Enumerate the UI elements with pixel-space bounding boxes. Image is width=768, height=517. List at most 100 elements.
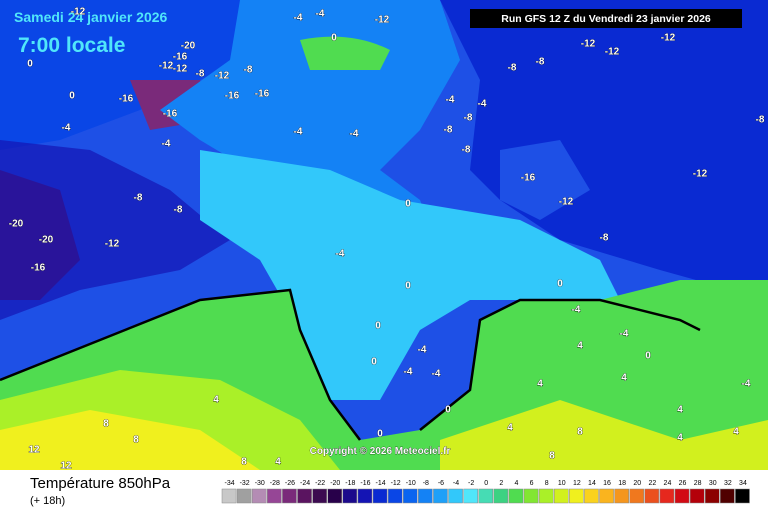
contour-label: -12 [559,197,574,208]
contour-label: -4 [62,123,71,134]
scale-swatch [282,488,297,504]
scale-label: 18 [618,480,626,487]
contour-label: 12 [60,461,72,472]
contour-label: 0 [331,33,337,44]
contour-label: 4 [621,373,627,384]
scale-label: -2 [468,480,474,487]
scale-swatch [463,488,478,504]
scale-label: -10 [406,480,416,487]
contour-label: -16 [521,173,536,184]
contour-label: -4 [620,329,629,340]
field [200,150,620,400]
scale-swatch [493,488,509,504]
contour-label: -4 [404,367,413,378]
scale-swatch [614,488,629,504]
scale-swatch [704,488,720,504]
scale-swatch [689,488,705,504]
contour-label: -12 [71,7,86,18]
scale-label: 34 [739,480,747,487]
contour-label: -4 [162,139,171,150]
contour-label: 4 [213,395,219,406]
contour-label: 0 [445,405,451,416]
scale-swatch [372,488,388,504]
contour-label: 4 [507,423,513,434]
contour-label: 4 [537,379,543,390]
scale-swatch [735,488,750,504]
contour-label: -12 [173,64,188,75]
scale-swatch [297,488,312,504]
scale-label: 8 [545,480,549,487]
contour-label: 0 [371,357,377,368]
scale-label: 30 [709,480,717,487]
contour-label: -8 [462,145,471,156]
contour-label: 8 [133,435,139,446]
scale-label: 24 [664,480,672,487]
scale-label: 22 [648,480,656,487]
contour-label: -4 [316,9,325,20]
scale-swatch [508,488,524,504]
scale-swatch [312,488,327,504]
scale-label: -16 [360,480,370,487]
contour-label: -8 [444,125,453,136]
contour-label: -20 [181,41,196,52]
contour-label: 0 [27,59,33,70]
scale-swatch [478,488,494,504]
contour-label: -8 [508,63,517,74]
scale-label: 28 [694,480,702,487]
contour-label: 8 [103,419,109,430]
scale-swatch [720,488,735,504]
field [440,400,768,470]
contour-label: -8 [134,193,143,204]
run-box [470,9,742,28]
scale-swatch [538,488,554,504]
field [0,410,260,470]
scale-swatch [387,488,403,504]
scale-swatch [236,488,252,504]
contour-label: 0 [405,281,411,292]
scale-label: 20 [633,480,641,487]
scale-swatch [251,488,267,504]
contour-label: -8 [196,69,205,80]
scale-label: 0 [484,480,488,487]
contour-label: 0 [645,351,651,362]
scale-label: -20 [330,480,340,487]
scale-label: -30 [255,480,265,487]
contour-label: -20 [39,235,54,246]
scale-swatch [553,488,569,504]
scale-label: -12 [391,480,401,487]
contour-label: -16 [163,109,178,120]
scale-label: 10 [558,480,566,487]
scale-label: -24 [300,480,310,487]
scale-swatch [221,488,237,504]
scale-label: 32 [724,480,732,487]
scale-label: 16 [603,480,611,487]
contour-label: -16 [173,52,188,63]
scale-swatch [402,488,418,504]
contour-label: 0 [377,429,383,440]
field [0,140,230,320]
scale-label: -28 [270,480,280,487]
run-info: Run GFS 12 Z du Vendredi 23 janvier 2026 [501,13,711,25]
contour-label: 0 [69,91,75,102]
contour-label: 12 [28,445,40,456]
scale-label: 2 [499,480,503,487]
contour-label: 0 [375,321,381,332]
contour-label: -4 [446,95,455,106]
contour-label: -4 [478,99,487,110]
contour-label: -16 [225,91,240,102]
scale-label: -4 [453,480,459,487]
scale-label: -18 [345,480,355,487]
contour-label: 8 [241,457,247,468]
contour-label: -4 [572,305,581,316]
contour-label: 4 [275,457,281,468]
contour-label: 8 [549,451,555,462]
copyright: Copyright © 2026 Meteociel.fr [310,446,451,457]
scale-label: 4 [514,480,518,487]
contour-label: -12 [105,239,120,250]
scale-label: -26 [285,480,295,487]
scale-label: -8 [423,480,429,487]
field [0,0,260,150]
time: 7:00 locale [18,34,125,57]
contour-label: -16 [119,94,134,105]
